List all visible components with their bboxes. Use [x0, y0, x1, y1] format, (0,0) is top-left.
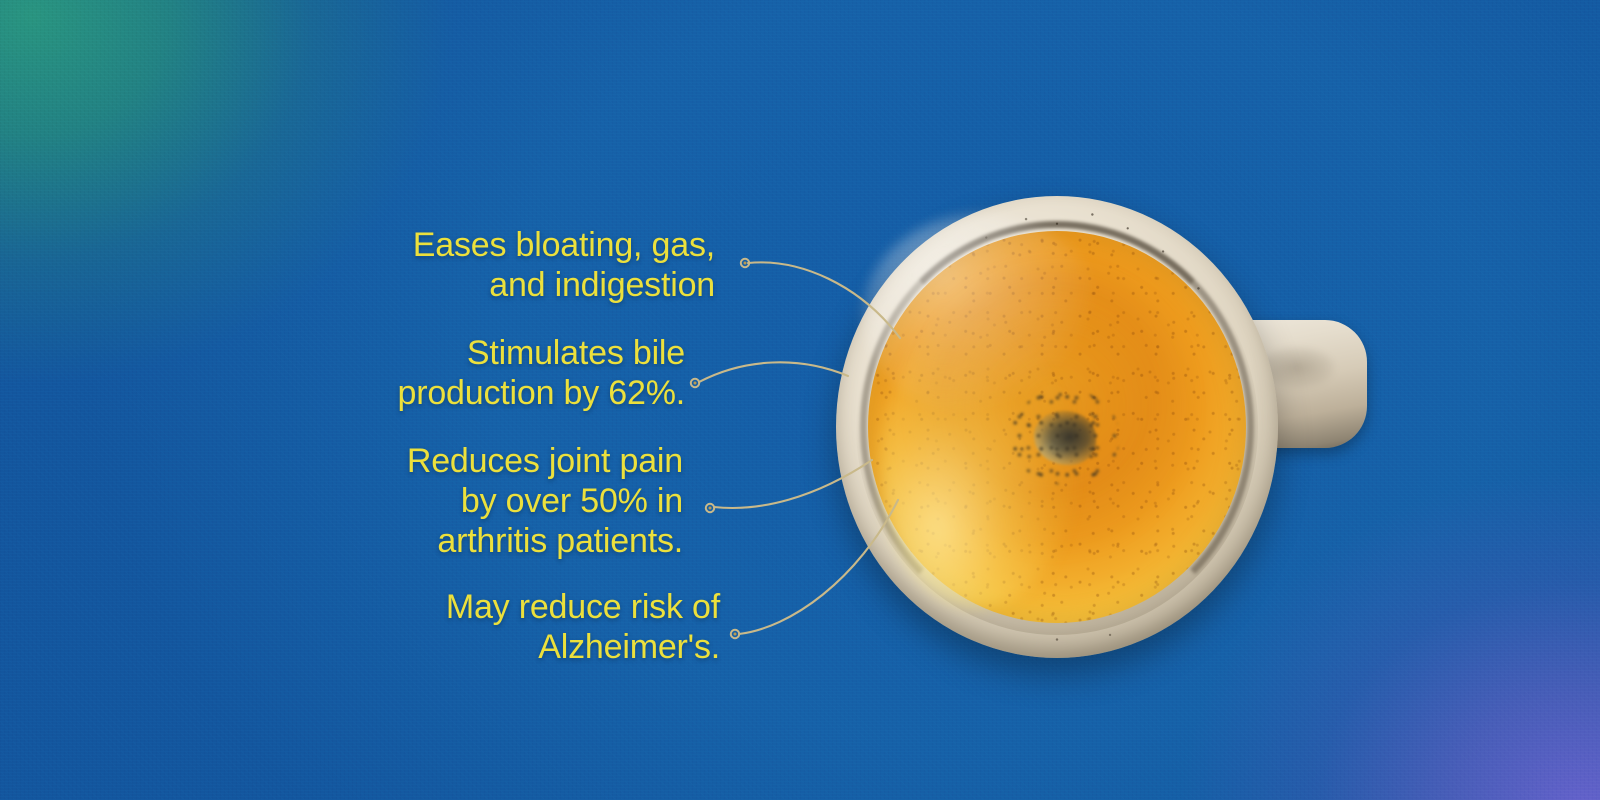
connector-line-1: [697, 361, 850, 384]
callout-text-alzheimers: May reduce risk of Alzheimer's.: [445, 588, 720, 667]
connector-line-3: [737, 498, 900, 636]
connector-dot-core-1: [693, 381, 697, 385]
connector-dot-core-3: [733, 632, 737, 636]
callout-text-joint-pain: Reduces joint pain by over 50% in arthri…: [406, 442, 683, 561]
connector-dot-core-0: [743, 261, 747, 265]
connector-dot-3: [729, 628, 741, 640]
connector-dot-2: [704, 502, 716, 514]
connector-dot-1: [689, 377, 701, 389]
callout-text-bloating: Eases bloating, gas, and indigestion: [412, 226, 715, 305]
callout-text-bile: Stimulates bile production by 62%.: [397, 334, 686, 413]
connector-line-2: [712, 458, 874, 510]
connector-dot-0: [739, 257, 751, 269]
connector-line-0: [746, 261, 902, 340]
connector-dot-core-2: [708, 506, 712, 510]
